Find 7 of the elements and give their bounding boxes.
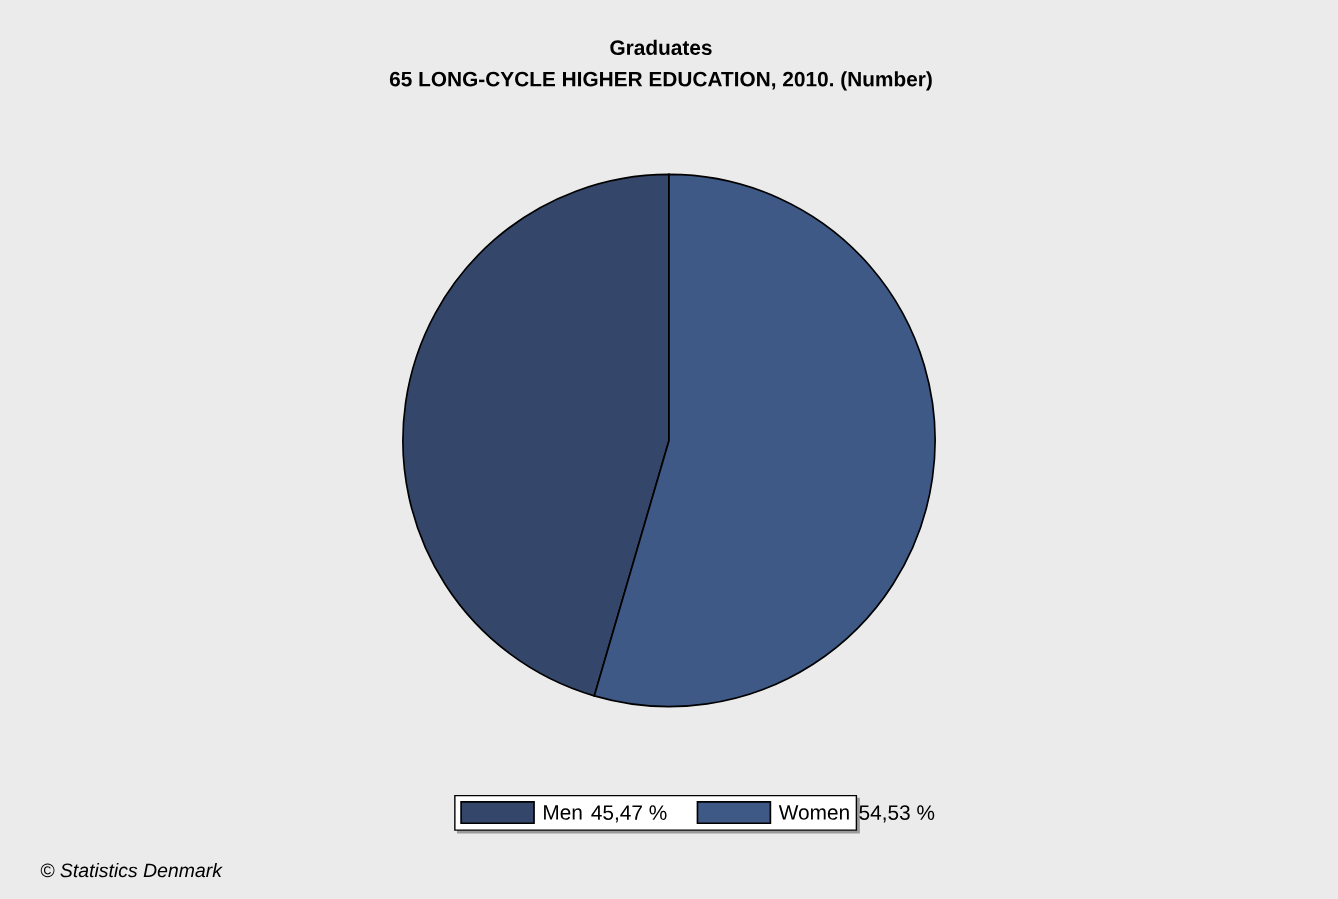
chart-title: Graduates bbox=[610, 39, 712, 56]
legend-label: Women bbox=[778, 805, 849, 820]
data-label: 54,53 % bbox=[859, 805, 935, 823]
legend-label: Men bbox=[544, 805, 582, 820]
chart-subtitle: 65 LONG-CYCLE HIGHER EDUCATION, 2010. (Number) bbox=[389, 71, 932, 91]
data-label: 45,47 % bbox=[591, 805, 667, 823]
text: © Statistics Denmark bbox=[40, 862, 223, 878]
